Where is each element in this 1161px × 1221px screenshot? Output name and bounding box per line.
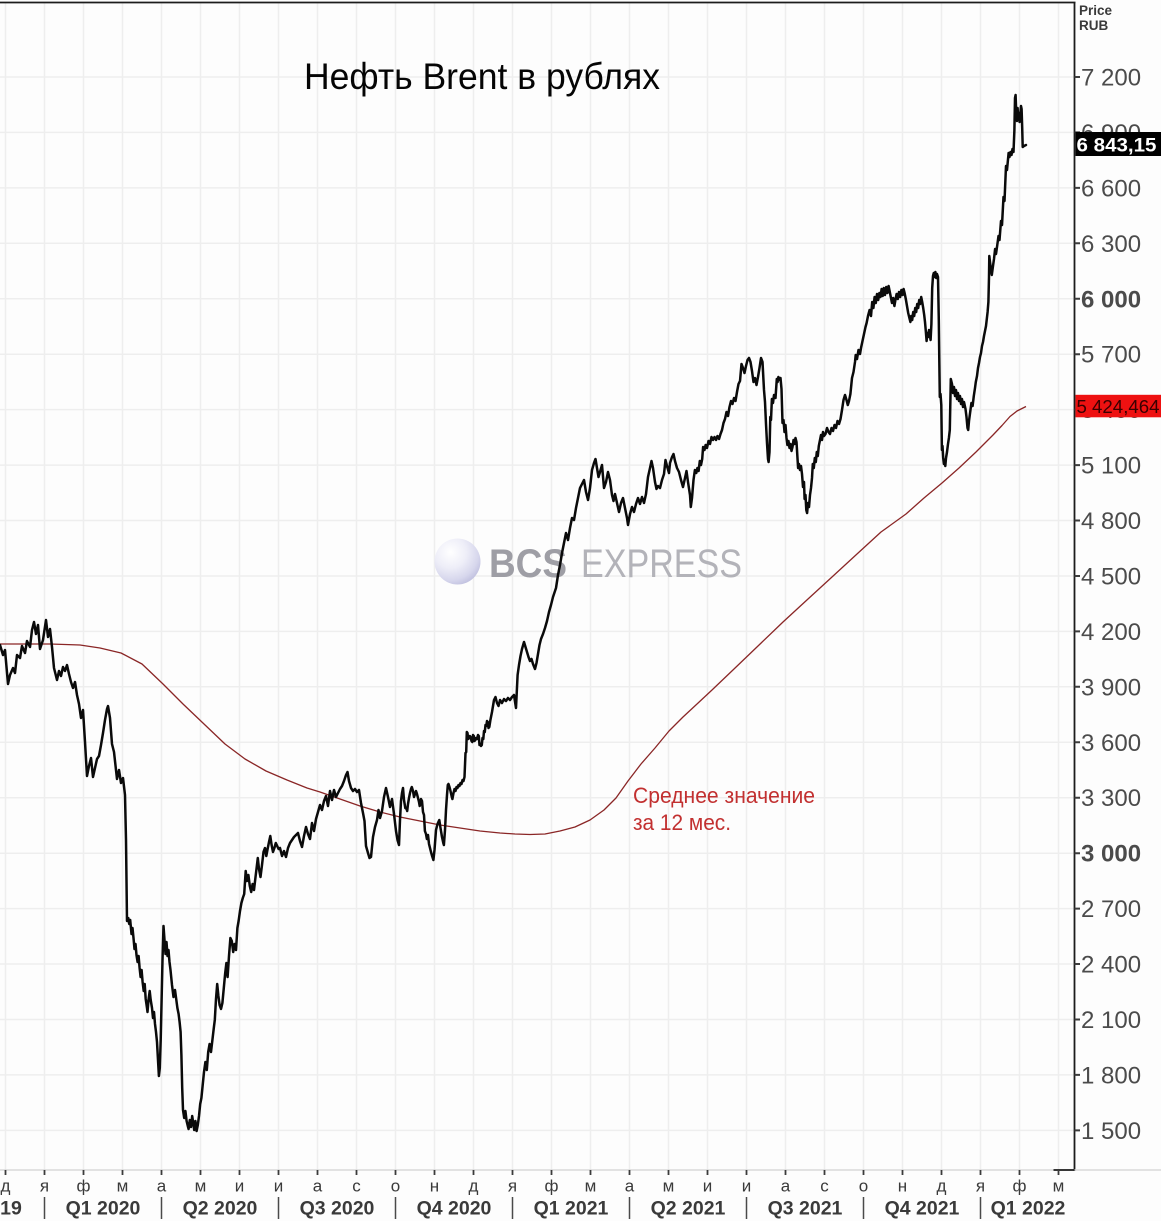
svg-text:ф: ф [1013,1177,1027,1196]
svg-text:и: и [742,1177,752,1196]
svg-text:Q1 2022: Q1 2022 [991,1198,1066,1220]
svg-text:Нефть Brent в рублях: Нефть Brent в рублях [304,56,660,97]
svg-text:4 200: 4 200 [1081,619,1141,646]
svg-text:Среднее значение: Среднее значение [633,783,815,808]
svg-text:RUB: RUB [1079,18,1108,33]
svg-text:ф: ф [77,1177,91,1196]
svg-text:Q1 2020: Q1 2020 [66,1198,141,1220]
svg-text:EXPRESS: EXPRESS [581,542,742,586]
svg-text:1 500: 1 500 [1081,1118,1141,1145]
svg-text:м: м [117,1177,129,1196]
svg-text:с: с [352,1177,361,1196]
svg-text:7 200: 7 200 [1081,65,1141,92]
svg-text:за 12 мес.: за 12 мес. [633,810,731,835]
svg-text:а: а [157,1177,167,1196]
svg-text:а: а [781,1177,791,1196]
svg-text:6 300: 6 300 [1081,231,1141,258]
svg-text:Q1 2021: Q1 2021 [534,1198,609,1220]
svg-text:1 800: 1 800 [1081,1062,1141,1089]
svg-text:2 100: 2 100 [1081,1007,1141,1034]
svg-text:6 000: 6 000 [1081,286,1141,313]
svg-text:а: а [625,1177,635,1196]
svg-text:3 000: 3 000 [1081,841,1141,868]
svg-text:Q2 2021: Q2 2021 [651,1198,726,1220]
svg-text:м: м [663,1177,675,1196]
svg-text:5 100: 5 100 [1081,453,1141,480]
svg-text:о: о [391,1177,400,1196]
svg-text:н: н [898,1177,907,1196]
svg-text:с: с [820,1177,829,1196]
svg-text:д: д [469,1177,479,1196]
svg-text:и: и [274,1177,284,1196]
svg-text:о: о [859,1177,868,1196]
svg-text:6 600: 6 600 [1081,175,1141,202]
svg-text:я: я [508,1177,517,1196]
svg-text:5 700: 5 700 [1081,342,1141,369]
svg-text:д: д [937,1177,947,1196]
svg-text:ф: ф [545,1177,559,1196]
svg-text:2 400: 2 400 [1081,952,1141,979]
svg-text:а: а [313,1177,323,1196]
svg-text:и: и [235,1177,245,1196]
svg-text:Q4 2021: Q4 2021 [885,1198,960,1220]
svg-text:я: я [976,1177,985,1196]
svg-text:д: д [1,1177,11,1196]
svg-text:4 800: 4 800 [1081,508,1141,535]
svg-text:н: н [430,1177,439,1196]
svg-text:я: я [40,1177,49,1196]
svg-text:19: 19 [0,1198,22,1220]
svg-text:м: м [1053,1177,1065,1196]
svg-text:5 424,464: 5 424,464 [1077,397,1160,417]
svg-text:4 500: 4 500 [1081,564,1141,591]
svg-text:Price: Price [1079,3,1113,18]
svg-text:2 700: 2 700 [1081,896,1141,923]
svg-text:м: м [195,1177,207,1196]
svg-text:Q4 2020: Q4 2020 [417,1198,492,1220]
svg-text:Q2 2020: Q2 2020 [183,1198,258,1220]
svg-text:Q3 2021: Q3 2021 [768,1198,843,1220]
svg-text:м: м [585,1177,597,1196]
svg-text:и: и [703,1177,713,1196]
svg-text:Q3 2020: Q3 2020 [300,1198,375,1220]
svg-text:3 300: 3 300 [1081,785,1141,812]
svg-text:3 600: 3 600 [1081,730,1141,757]
svg-text:3 900: 3 900 [1081,674,1141,701]
svg-text:6 843,15: 6 843,15 [1077,136,1157,157]
svg-text:BCS: BCS [489,542,567,586]
